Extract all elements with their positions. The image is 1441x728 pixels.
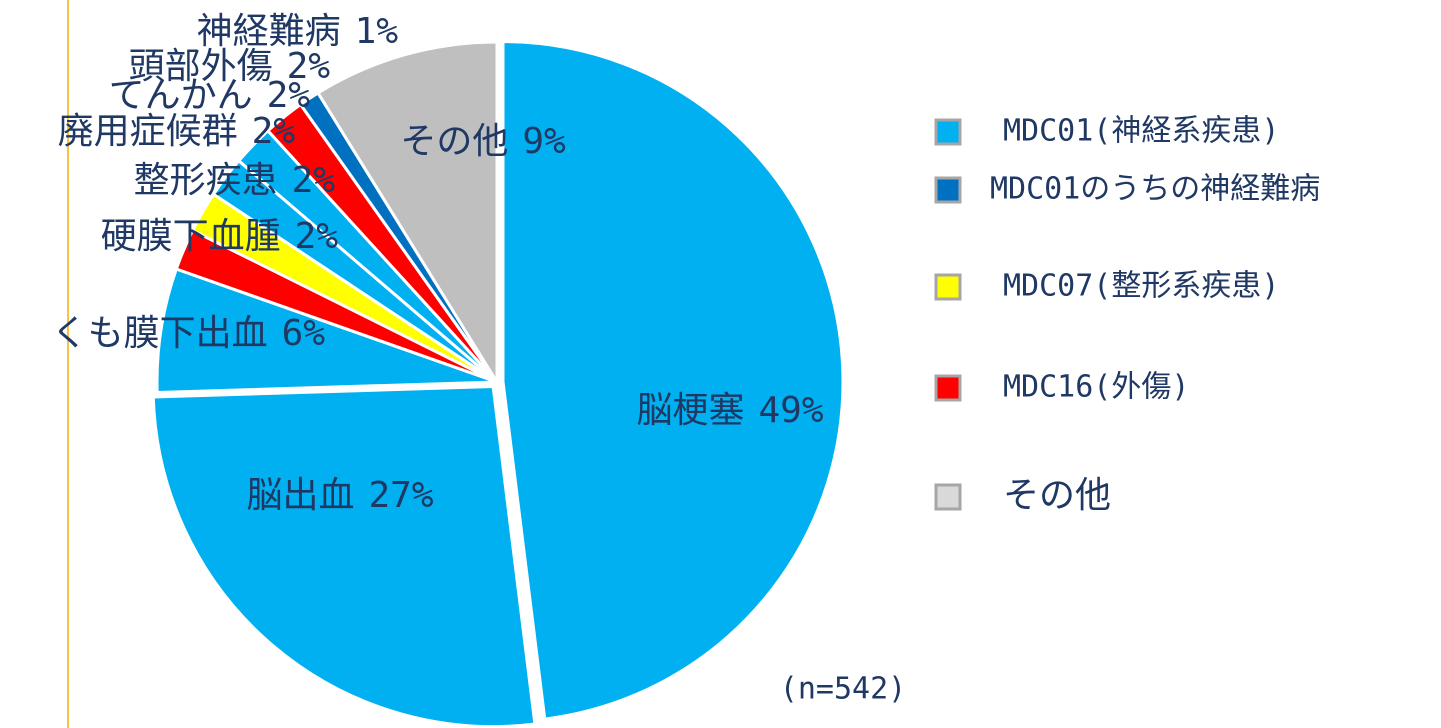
slice-category: 頭部外傷 [129,46,273,87]
pie-slice [151,385,537,728]
slice-label: 整形疾患 2% [134,160,336,201]
legend-swatch [934,176,962,204]
slice-category: 整形疾患 [134,160,278,201]
slice-category: 廃用症候群 [58,111,238,152]
legend-label: その他 [1003,475,1111,516]
slice-value: 2% [295,216,339,257]
legend-swatch [934,483,962,511]
slice-category: くも膜下出血 [52,313,268,354]
legend-label: MDC16(外傷) [1003,370,1189,405]
slice-category: てんかん [109,75,253,116]
slice-value: 49% [758,390,823,431]
pie-slice [501,40,845,721]
slice-value: 2% [287,46,331,87]
slice-label: 硬膜下血腫 2% [101,216,339,257]
slice-value: 6% [282,313,326,354]
legend-label: MDC01(神経系疾患) [1003,114,1279,149]
pie-slice [155,267,498,395]
slice-label: 脳出血 27% [246,475,433,516]
legend-swatch [934,374,962,402]
pie-slice [315,40,499,388]
slice-category: その他 [400,121,508,162]
slice-label: くも膜下出血 6% [52,313,326,354]
slice-value: 2% [267,75,311,116]
slice-category: 硬膜下血腫 [101,216,281,257]
legend-swatch [934,273,962,301]
slice-value: 1% [355,11,399,52]
legend-label: MDC01のうちの神経難病 [990,172,1320,207]
slice-label: 脳梗塞 49% [636,390,823,431]
slice-value: 2% [252,111,296,152]
slice-category: 脳出血 [246,475,354,516]
slice-label: その他 9% [400,121,566,162]
slice-label: 頭部外傷 2% [129,46,331,87]
annotation: (n=542) [780,672,906,707]
slice-label: てんかん 2% [109,75,311,116]
slice-category: 神経難病 [197,11,341,52]
slice-value: 27% [368,475,433,516]
legend-label: MDC07(整形系疾患) [1003,269,1279,304]
slice-label: 神経難病 1% [197,11,399,52]
slice-label: 廃用症候群 2% [58,111,296,152]
slice-value: 9% [522,121,566,162]
legend-swatch [934,118,962,146]
slice-value: 2% [292,160,336,201]
slice-category: 脳梗塞 [636,390,744,431]
